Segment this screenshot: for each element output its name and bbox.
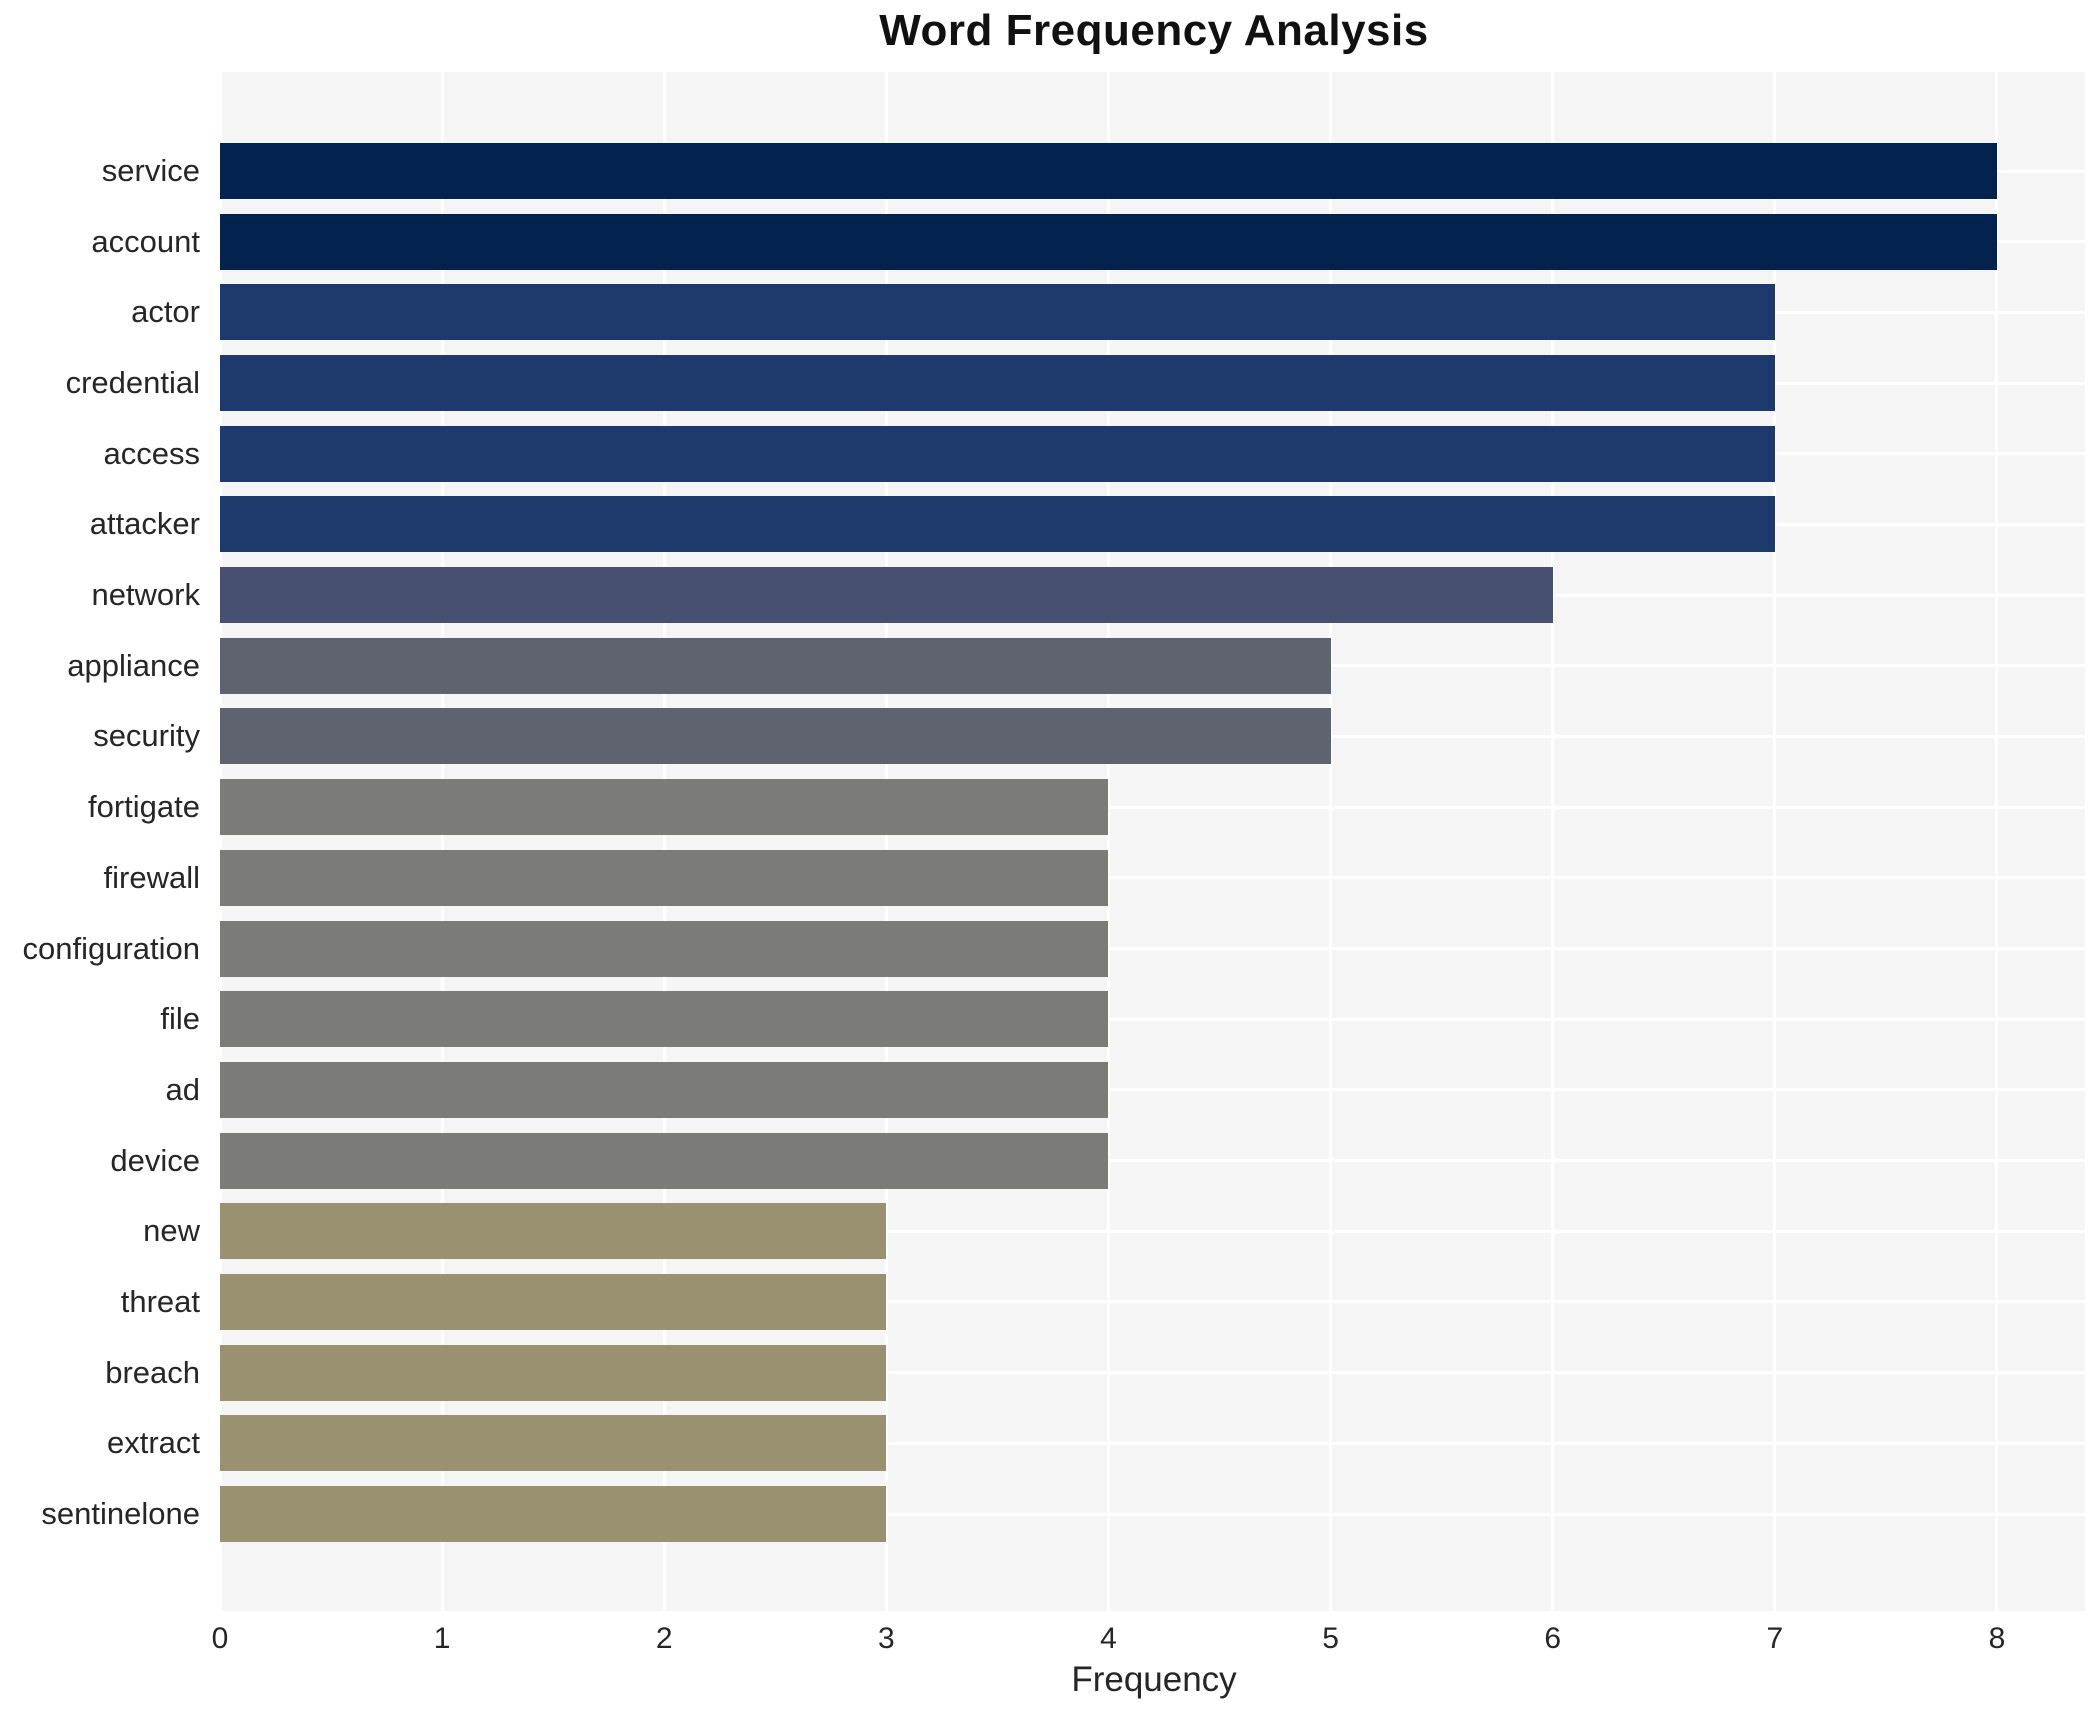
y-axis-label: new xyxy=(143,1213,200,1249)
bar-row: new xyxy=(143,1203,2088,1260)
y-axis-label: access xyxy=(103,435,200,471)
bar-row: extract xyxy=(107,1415,2088,1472)
bar-row: breach xyxy=(105,1344,2088,1401)
x-axis-tick-label: 2 xyxy=(655,1622,673,1655)
y-axis-label: account xyxy=(91,223,200,259)
y-axis-label: configuration xyxy=(22,930,200,966)
y-axis-label: breach xyxy=(105,1354,200,1390)
bar xyxy=(220,355,1775,412)
bar xyxy=(220,637,1331,694)
bar xyxy=(220,1203,887,1260)
bar xyxy=(220,708,1331,765)
x-axis-tick-label: 6 xyxy=(1544,1622,1562,1655)
plot-area: service account actor credential access attac… xyxy=(22,72,2088,1611)
bar-row: attacker xyxy=(90,496,2088,553)
bar-row: file xyxy=(160,991,2088,1048)
gridline-horizontal xyxy=(220,1300,2088,1304)
gridline-horizontal xyxy=(220,805,2088,809)
x-axis-tick-label: 1 xyxy=(433,1622,451,1655)
x-axis-tick-label: 0 xyxy=(211,1622,229,1655)
bar xyxy=(220,425,1775,482)
gridline-vertical xyxy=(1995,72,1999,1611)
bar-row: credential xyxy=(66,355,2088,412)
gridline-vertical xyxy=(1106,72,1110,1611)
y-axis-label: ad xyxy=(165,1071,200,1107)
bar-row: appliance xyxy=(67,637,2088,694)
bar-row: service xyxy=(102,143,2088,199)
plot-right-edge xyxy=(2085,72,2088,1611)
bar xyxy=(220,849,1109,906)
gridline-horizontal xyxy=(220,1229,2088,1233)
y-axis-label: extract xyxy=(106,1425,200,1461)
y-axis-label: attacker xyxy=(89,506,200,542)
bar-row: device xyxy=(110,1132,2088,1189)
gridline-vertical xyxy=(662,72,666,1611)
y-axis-label: network xyxy=(91,577,200,613)
y-axis-label: security xyxy=(93,718,200,754)
y-axis-label: device xyxy=(110,1142,200,1178)
gridline-horizontal xyxy=(220,1512,2088,1516)
bar xyxy=(220,213,1997,270)
gridline-horizontal xyxy=(220,1441,2088,1445)
gridline-horizontal xyxy=(220,1159,2088,1163)
bar xyxy=(220,1061,1109,1118)
bar xyxy=(220,567,1553,624)
x-axis-tick-label: 3 xyxy=(878,1622,895,1655)
bar xyxy=(220,1273,887,1330)
bar-row: ad xyxy=(166,1061,2088,1118)
y-axis-label: fortigate xyxy=(87,789,200,825)
gridline-vertical xyxy=(884,72,888,1611)
bar-row: threat xyxy=(121,1273,2088,1330)
bar xyxy=(220,143,1997,199)
bar xyxy=(220,1132,1109,1189)
y-axis-label: file xyxy=(160,1001,200,1037)
gridline-horizontal xyxy=(220,947,2088,951)
bar-row: firewall xyxy=(104,849,2088,906)
bar xyxy=(220,779,1109,836)
bar-row: sentinelone xyxy=(41,1486,2088,1542)
chart-title: Word Frequency Analysis xyxy=(879,6,1429,55)
gridline-vertical xyxy=(218,72,222,1611)
x-axis-label: Frequency xyxy=(1071,1660,1237,1699)
y-axis-label: firewall xyxy=(103,859,200,895)
bar xyxy=(220,496,1775,553)
bar xyxy=(220,1344,887,1401)
x-axis-tick-label: 4 xyxy=(1100,1622,1117,1655)
x-axis-tick-label: 8 xyxy=(1988,1622,2006,1655)
y-axis-label: sentinelone xyxy=(41,1496,200,1531)
gridline-vertical xyxy=(1551,72,1555,1611)
bar-row: fortigate xyxy=(88,779,2088,836)
x-axis-tick-label: 5 xyxy=(1322,1622,1339,1655)
bar-row: network xyxy=(91,567,2088,624)
bar-row: actor xyxy=(131,284,2088,341)
bar-row: access xyxy=(104,425,2088,482)
y-axis-label: credential xyxy=(65,365,200,401)
bar xyxy=(220,284,1775,341)
bar-row: configuration xyxy=(22,920,2088,977)
bar xyxy=(220,991,1109,1048)
gridline-horizontal xyxy=(220,1017,2088,1021)
y-axis-label: service xyxy=(101,153,200,188)
x-axis-tick-label: 7 xyxy=(1766,1622,1784,1655)
gridline-horizontal xyxy=(220,876,2088,880)
bar xyxy=(220,1415,887,1472)
bar xyxy=(220,1486,887,1542)
y-axis-label: actor xyxy=(131,294,200,330)
gridline-vertical xyxy=(1329,72,1333,1611)
bar-row: security xyxy=(93,708,2088,765)
gridline-horizontal xyxy=(220,1088,2088,1092)
bar xyxy=(220,920,1109,977)
gridline-horizontal xyxy=(220,1371,2088,1375)
bar-row: account xyxy=(91,213,2088,270)
gridline-vertical xyxy=(1773,72,1777,1611)
y-axis-label: threat xyxy=(120,1283,200,1319)
y-axis-label: appliance xyxy=(67,647,200,683)
gridline-vertical xyxy=(440,72,444,1611)
